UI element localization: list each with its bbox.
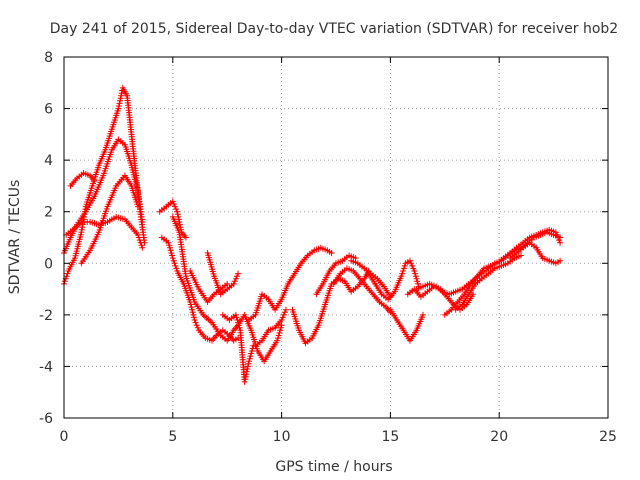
y-tick-label: -6 — [39, 411, 53, 427]
series-markers — [387, 306, 426, 344]
x-axis-label: GPS time / hours — [275, 459, 392, 475]
series-markers — [63, 213, 146, 251]
y-tick-label: 0 — [44, 256, 53, 272]
y-tick-labels: -6 -4 -2 0 2 4 6 8 — [39, 50, 53, 427]
series-markers — [204, 250, 242, 298]
data-series-trace-10 — [204, 250, 242, 298]
axis-ticks — [63, 56, 609, 419]
series-markers — [330, 265, 394, 316]
series-markers — [252, 306, 289, 349]
series-markers — [246, 244, 335, 323]
series-markers — [452, 252, 524, 313]
x-tick-label: 25 — [599, 429, 617, 445]
data-series-trace-7 — [158, 234, 242, 344]
series-markers — [158, 234, 242, 344]
y-tick-label: -4 — [39, 359, 53, 375]
data-series-trace-19 — [365, 257, 422, 303]
data-series-trace-8 — [169, 213, 242, 344]
data-series-trace-25 — [507, 239, 564, 267]
x-tick-label: 10 — [273, 429, 291, 445]
x-tick-label: 0 — [60, 429, 69, 445]
data-series-trace-24 — [452, 252, 524, 313]
data-series — [61, 84, 564, 385]
data-series-trace-23 — [441, 226, 564, 318]
data-series-trace-14 — [252, 306, 289, 349]
series-line — [65, 216, 144, 249]
y-tick-label: 2 — [44, 205, 53, 221]
y-tick-label: -2 — [39, 308, 53, 324]
plot-frame — [63, 56, 609, 419]
data-series-trace-16 — [313, 252, 359, 298]
y-tick-label: 6 — [44, 102, 53, 118]
series-markers — [187, 268, 231, 305]
series-markers — [313, 252, 359, 298]
data-series-trace-5 — [67, 170, 98, 189]
series-markers — [235, 311, 285, 365]
y-tick-label: 4 — [44, 153, 53, 169]
x-tick-label: 5 — [168, 429, 177, 445]
data-series-trace-13 — [246, 244, 335, 323]
data-series-trace-9 — [187, 268, 231, 305]
series-markers — [67, 170, 98, 189]
data-series-trace-17 — [330, 265, 394, 316]
x-tick-labels: 0 5 10 15 20 25 — [60, 429, 617, 445]
series-markers — [365, 257, 422, 303]
series-markers — [441, 226, 564, 318]
data-series-trace-20 — [387, 306, 426, 344]
data-series-trace-6 — [156, 198, 189, 241]
data-series-trace-3 — [63, 213, 146, 251]
data-series-trace-12 — [235, 311, 285, 365]
x-tick-label: 15 — [381, 429, 399, 445]
y-axis-label: SDTVAR / TECUs — [7, 180, 23, 295]
series-markers — [169, 213, 242, 344]
series-markers — [289, 268, 372, 347]
series-markers — [507, 239, 564, 267]
y-tick-label: 8 — [44, 50, 53, 66]
series-line — [291, 270, 370, 345]
chart-title: Day 241 of 2015, Sidereal Day-to-day VTE… — [50, 21, 618, 37]
series-markers — [78, 172, 141, 267]
x-tick-label: 20 — [490, 429, 508, 445]
data-series-trace-4 — [78, 172, 141, 267]
data-series-trace-15 — [289, 268, 372, 347]
